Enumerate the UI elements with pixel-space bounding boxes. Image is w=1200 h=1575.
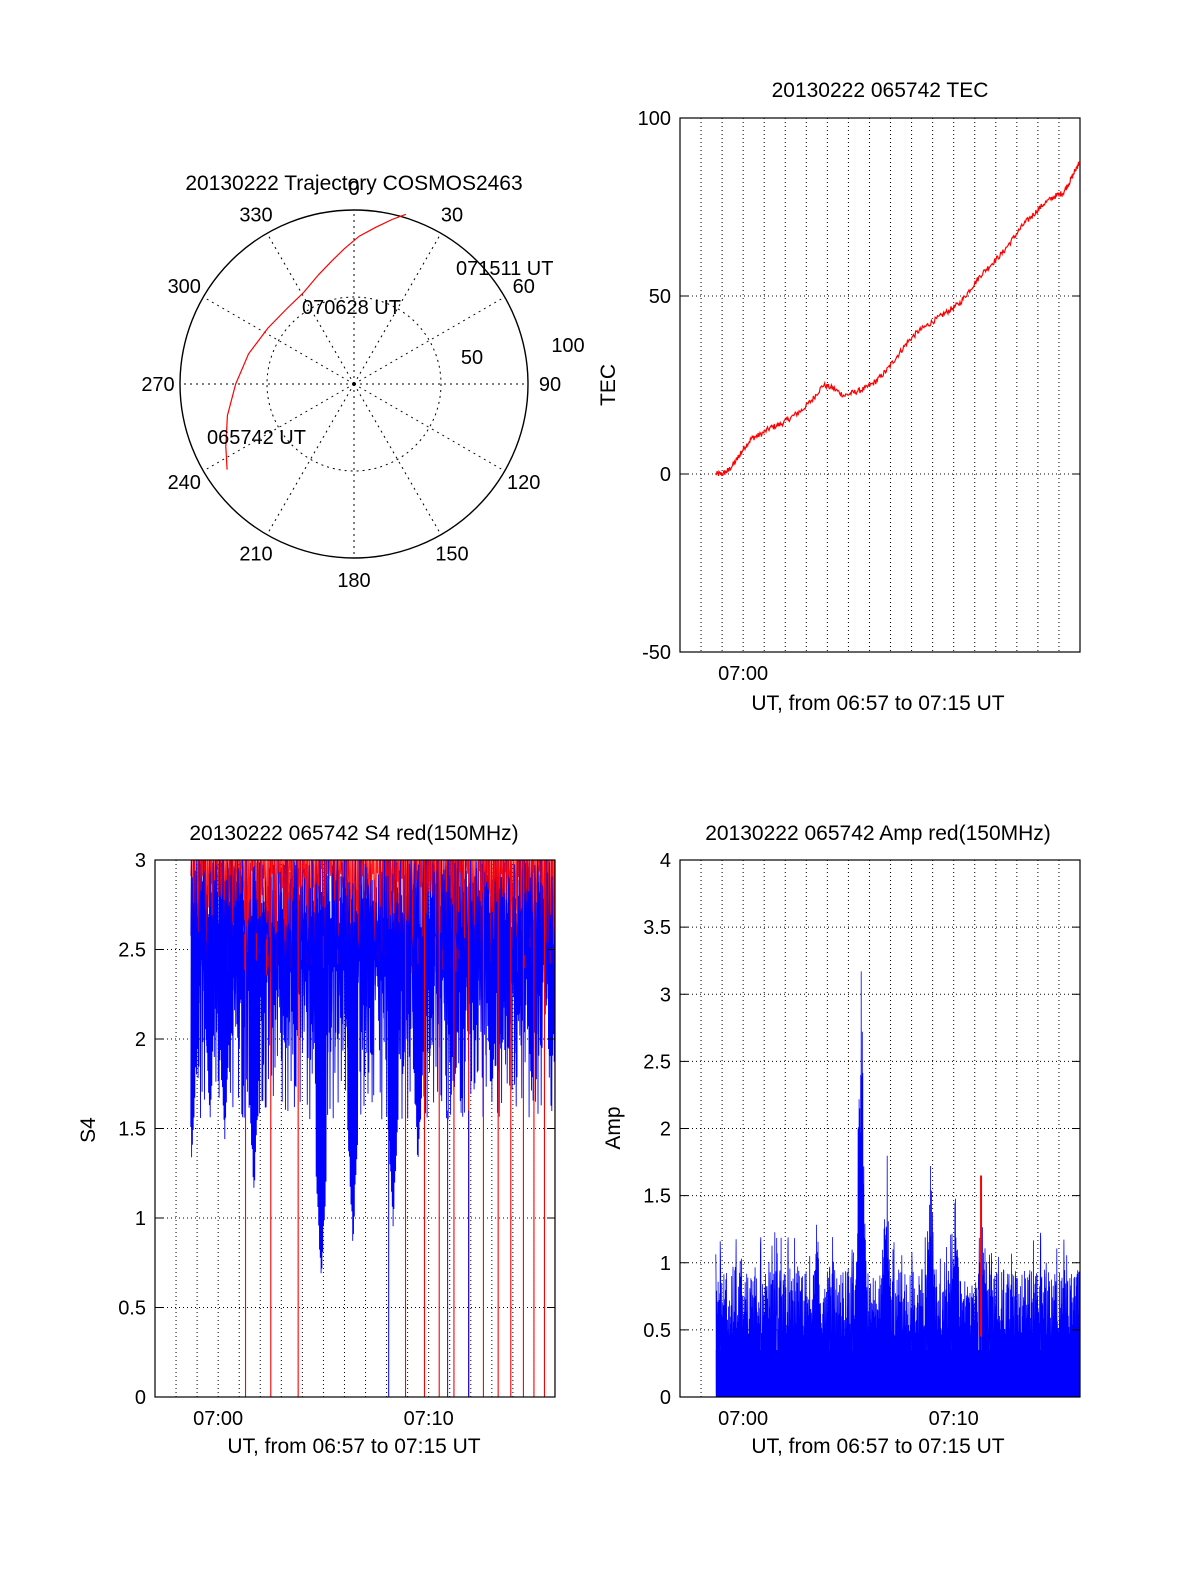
angle-label-270: 270 xyxy=(141,374,174,396)
amp-series xyxy=(715,971,1081,1398)
amp-ytick-label: 0.5 xyxy=(643,1320,671,1342)
spoke-30 xyxy=(353,233,442,385)
s4-yticks: 3 2.5 2 1.5 1 0.5 0 xyxy=(118,850,555,1409)
amp-ytick-label: 0 xyxy=(660,1387,671,1409)
tec-axes-box xyxy=(679,117,1081,653)
s4-ytick-label: 0.5 xyxy=(118,1298,146,1320)
annotation-mid: 070628 UT xyxy=(302,297,401,319)
annotation-end: 071511 UT xyxy=(456,258,553,280)
amp-series-blue xyxy=(715,971,1081,1398)
amp-xlabel: UT, from 06:57 to 07:15 UT xyxy=(751,1435,1004,1458)
s4-title: 20130222 065742 S4 red(150MHz) xyxy=(189,822,518,845)
s4-xtick-label: 07:10 xyxy=(404,1408,454,1430)
s4-xticks: 07:00 07:10 xyxy=(193,1408,454,1430)
polar-title: 20130222 Trajectory COSMOS2463 xyxy=(185,172,522,195)
tec-series-line xyxy=(715,160,1081,477)
s4-ytick-label: 3 xyxy=(135,850,146,872)
amp-ytick-label: 1 xyxy=(660,1253,671,1275)
tec-ytick-label: 100 xyxy=(638,108,671,130)
s4-xlabel: UT, from 06:57 to 07:15 UT xyxy=(227,1435,480,1458)
polar-outer-circle xyxy=(179,209,529,559)
angle-label-60: 60 xyxy=(513,276,535,298)
radius-label-100: 100 xyxy=(551,335,584,357)
tec-grid xyxy=(679,117,1081,653)
radius-circle-50 xyxy=(266,296,442,472)
amp-xtick-label: 07:00 xyxy=(718,1408,768,1430)
spoke-60 xyxy=(353,296,505,385)
amp-ylabel: Amp xyxy=(602,1106,625,1149)
polar-spokes xyxy=(180,210,528,558)
angle-label-210: 210 xyxy=(239,544,272,566)
tec-xticks: 07:00 xyxy=(718,663,768,685)
amp-ytick-label: 3 xyxy=(660,984,671,1006)
spoke-150 xyxy=(353,383,442,535)
polar-panel: 20130222 Trajectory COSMOS2463 0 30 60 90 12… xyxy=(141,172,584,592)
angle-label-300: 300 xyxy=(168,276,201,298)
amp-ytick-label: 3.5 xyxy=(643,917,671,939)
amp-ytick-label: 1.5 xyxy=(643,1186,671,1208)
s4-series-blue-overlay xyxy=(190,860,555,1057)
angle-label-90: 90 xyxy=(539,374,561,396)
annotation-start: 065742 UT xyxy=(207,427,306,449)
amp-yticks: 4 3.5 3 2.5 2 1.5 1 0.5 0 xyxy=(643,850,1080,1409)
s4-panel: 20130222 065742 S4 red(150MHz) 3 2.5 2 1.5 1… xyxy=(77,822,556,1458)
angle-label-330: 330 xyxy=(239,204,272,226)
s4-series-red xyxy=(190,860,555,977)
s4-ytick-label: 1.5 xyxy=(118,1119,146,1141)
tec-ylabel: TEC xyxy=(597,364,620,406)
tec-yticks: 100 50 0 -50 xyxy=(638,108,1080,664)
polar-angle-labels: 0 30 60 90 120 150 180 210 240 270 300 330 xyxy=(141,178,561,592)
tec-ytick-label: -50 xyxy=(642,642,671,664)
amp-ytick-label: 4 xyxy=(660,850,671,872)
trajectory-line xyxy=(225,213,407,470)
s4-clipped-series xyxy=(190,860,555,1397)
angle-label-120: 120 xyxy=(507,472,540,494)
amp-title: 20130222 065742 Amp red(150MHz) xyxy=(705,822,1051,845)
angle-label-150: 150 xyxy=(435,544,468,566)
amp-panel: 20130222 065742 Amp red(150MHz) 4 3.5 3 2.5… xyxy=(602,822,1081,1458)
spoke-210 xyxy=(266,383,355,535)
spoke-300 xyxy=(203,296,355,385)
s4-ytick-label: 0 xyxy=(135,1387,146,1409)
s4-ytick-label: 1 xyxy=(135,1208,146,1230)
amp-xtick-label: 07:10 xyxy=(929,1408,979,1430)
tec-title: 20130222 065742 TEC xyxy=(772,79,989,102)
s4-ytick-label: 2 xyxy=(135,1029,146,1051)
angle-label-0: 0 xyxy=(348,178,359,200)
s4-ylabel: S4 xyxy=(77,1117,100,1143)
s4-series xyxy=(190,860,555,1397)
amp-ytick-label: 2 xyxy=(660,1119,671,1141)
amp-ytick-label: 2.5 xyxy=(643,1051,671,1073)
spoke-240 xyxy=(203,383,355,472)
radius-label-50: 50 xyxy=(461,347,483,369)
s4-ytick-label: 2.5 xyxy=(118,940,146,962)
spoke-330 xyxy=(266,233,355,385)
amp-xticks: 07:00 07:10 xyxy=(718,1408,979,1430)
tec-ytick-label: 0 xyxy=(660,464,671,486)
angle-label-30: 30 xyxy=(441,204,463,226)
s4-xtick-label: 07:00 xyxy=(193,1408,243,1430)
spoke-120 xyxy=(353,383,505,472)
tec-ytick-label: 50 xyxy=(649,286,671,308)
tec-xtick-label: 07:00 xyxy=(718,663,768,685)
tec-xlabel: UT, from 06:57 to 07:15 UT xyxy=(751,692,1004,715)
angle-label-180: 180 xyxy=(337,570,370,592)
angle-label-240: 240 xyxy=(168,472,201,494)
